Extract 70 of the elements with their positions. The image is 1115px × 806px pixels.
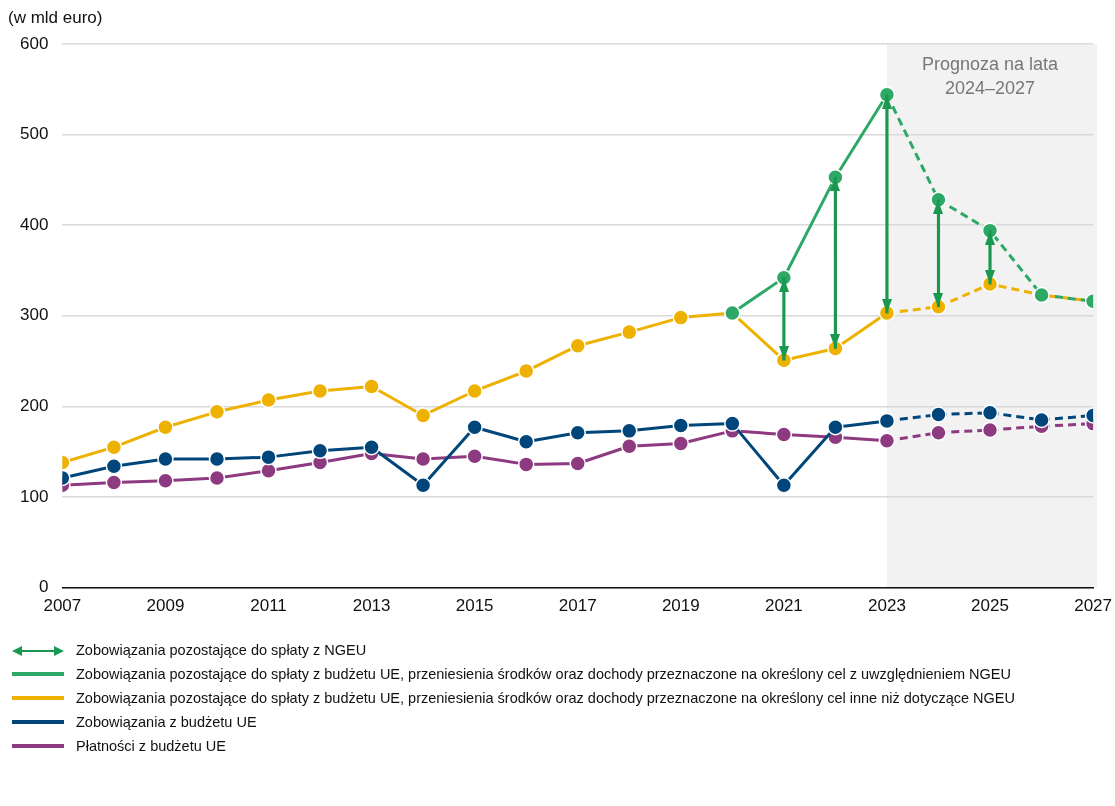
y-tick-label: 200: [19, 396, 49, 416]
point: [414, 476, 432, 494]
point: [672, 309, 690, 326]
point: [981, 404, 999, 421]
point: [621, 422, 638, 440]
point: [517, 433, 535, 450]
point: [105, 474, 123, 491]
x-tick-label: 2023: [868, 596, 906, 616]
x-tick-label: 2017: [558, 596, 597, 616]
legend-label: Zobowiązania z budżetu UE: [76, 714, 257, 730]
point: [466, 382, 483, 400]
point: [157, 418, 174, 436]
point: [311, 442, 329, 460]
point: [621, 323, 638, 341]
point: [208, 469, 226, 487]
point: [930, 424, 947, 441]
x-tick-label: 2021: [764, 596, 803, 616]
point: [466, 447, 483, 465]
point: [414, 450, 432, 468]
point: [569, 337, 586, 354]
point: [569, 455, 586, 472]
legend-label: Płatności z budżetu UE: [76, 738, 226, 754]
point: [208, 403, 226, 421]
point: [930, 406, 947, 423]
point: [1033, 411, 1050, 429]
point: [105, 457, 123, 475]
legend-label: Zobowiązania pozostające do spłaty z NGEU: [76, 642, 367, 658]
point: [827, 418, 844, 436]
x-tick-label: 2013: [352, 596, 391, 616]
y-tick-label: 400: [19, 214, 49, 234]
point: [672, 417, 690, 434]
point: [672, 435, 690, 452]
point: [878, 412, 896, 430]
band-label: Prognoza na lata 2024–2027: [921, 53, 1060, 98]
point: [208, 450, 226, 468]
x-tick-label: 2025: [971, 596, 1009, 616]
x-tick-label: 2011: [250, 596, 287, 616]
point: [311, 382, 329, 400]
point: [260, 391, 277, 409]
point: [466, 418, 483, 436]
point: [157, 450, 174, 468]
y-tick-label: 0: [38, 577, 49, 597]
point: [414, 407, 432, 424]
x-tick-label: 2015: [455, 596, 494, 616]
y-tick-label: 600: [19, 33, 49, 53]
point: [157, 472, 174, 489]
point: [981, 421, 999, 439]
y-tick-label: 500: [19, 124, 49, 144]
point: [621, 438, 638, 455]
x-tick-label: 2027: [1074, 596, 1112, 616]
point: [775, 426, 793, 443]
point: [363, 438, 380, 456]
x-tick-label: 2019: [661, 596, 700, 616]
point: [878, 432, 896, 450]
legend-label: Zobowiązania pozostające do spłaty z budżetu UE, przeniesienia środków oraz dochody przeznaczone na określony cel inne niż dotyczące NGEU: [76, 690, 1015, 706]
y-tick-label: 100: [19, 486, 49, 506]
x-tick-label: 2007: [43, 596, 82, 616]
point: [775, 476, 793, 494]
y-tick-label: 300: [19, 305, 49, 325]
point: [363, 378, 380, 395]
point: [569, 424, 586, 441]
point: [260, 448, 277, 466]
y-axis-title: (w mld euro): [8, 8, 103, 28]
point: [260, 462, 277, 479]
point: [517, 362, 535, 380]
legend-label: Zobowiązania pozostające do spłaty z budżetu UE, przeniesienia środków oraz dochody przeznaczone na określony cel z uwzględnieniem NGEU: [76, 666, 1011, 682]
x-tick-label: 2009: [146, 596, 185, 616]
point: [724, 415, 741, 432]
point: [105, 438, 123, 456]
point: [517, 456, 535, 473]
